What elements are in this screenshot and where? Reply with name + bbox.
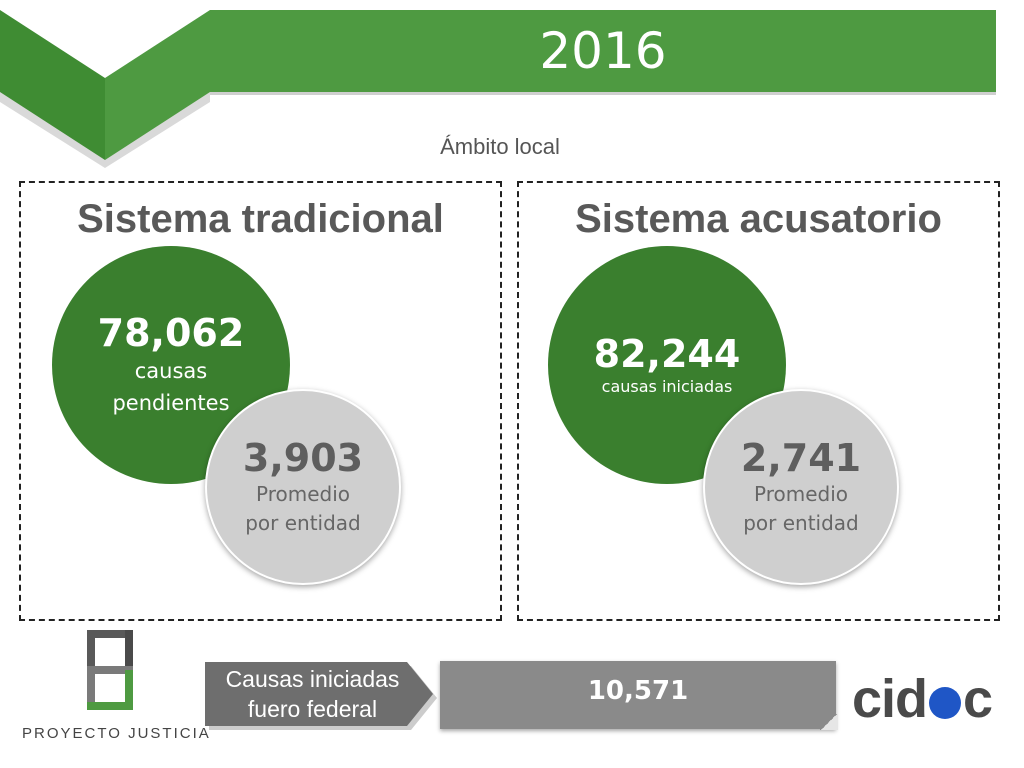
arrow-label-line2: fuero federal: [247, 696, 378, 722]
panel-sistema-tradicional: Sistema tradicional 78,062 causas pendie…: [19, 181, 502, 621]
banner-bar: [210, 10, 996, 92]
panel-title: Sistema tradicional: [77, 197, 444, 241]
panel-title: Sistema acusatorio: [575, 197, 942, 241]
proyecto-justicia-logo-text: PROYECTO JUSTICIA: [22, 725, 211, 742]
initiated-cases-label: causas iniciadas: [601, 377, 733, 396]
banner-chevron-right: [105, 10, 210, 160]
average-value: 3,903: [242, 436, 364, 480]
average-label-line1: Promedio: [753, 482, 848, 506]
arrow-shape: [205, 662, 437, 730]
federal-cases-arrow-label: Causas iniciadas fuero federal: [210, 664, 415, 730]
average-label-line2: por entidad: [743, 511, 859, 535]
pending-cases-value: 78,062: [97, 311, 245, 355]
cidac-logo-text-a: cid: [852, 669, 928, 729]
cidac-logo-text-b: c: [963, 669, 993, 729]
banner-chevron-left: [0, 10, 105, 160]
initiated-cases-value: 82,244: [593, 332, 741, 376]
cidac-logo-dot-icon: [929, 687, 962, 719]
scope-subtitle: Ámbito local: [440, 134, 560, 159]
banner-bar-shadow: [210, 92, 996, 95]
header-banner-graphic: [0, 10, 996, 168]
average-label-line2: por entidad: [245, 511, 361, 535]
arrow-label-line1: Causas iniciadas: [225, 666, 400, 692]
average-label-line1: Promedio: [255, 482, 350, 506]
average-per-entity-circle: 3,903 Promedio por entidad: [205, 389, 401, 585]
federal-cases-total-value: 10,571: [587, 676, 689, 706]
panel-sistema-acusatorio: Sistema acusatorio 82,244 causas iniciad…: [517, 181, 1000, 621]
proyecto-justicia-logo-icon: [87, 630, 133, 710]
average-value: 2,741: [740, 436, 862, 480]
pending-cases-label-line1: causas: [134, 359, 208, 383]
year-title: 2016: [539, 22, 667, 80]
cidac-logo: cid c: [852, 668, 993, 730]
federal-cases-total-box: 10,571: [440, 661, 836, 729]
average-per-entity-circle: 2,741 Promedio por entidad: [703, 389, 899, 585]
pending-cases-label-line2: pendientes: [112, 391, 230, 415]
page-curl-decoration: [820, 714, 838, 730]
